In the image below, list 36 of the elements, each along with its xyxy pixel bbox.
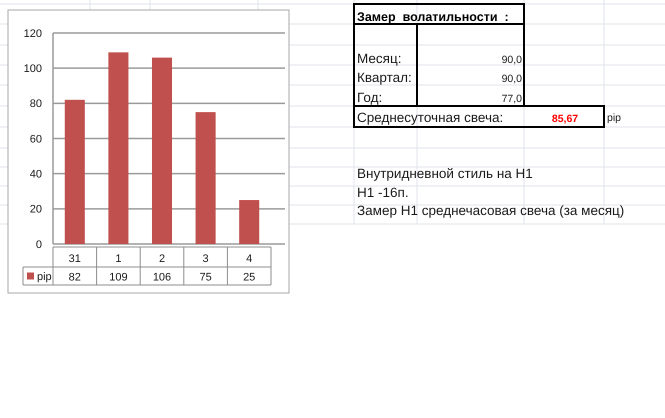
y-tick-label: 40	[30, 168, 42, 181]
text: Среднесуточная свеча:	[357, 110, 504, 125]
y-tick-label: 60	[30, 133, 42, 146]
y-tick-label: 20	[30, 204, 42, 216]
text: Замер H1 среднечасовая свеча (за месяц)	[357, 203, 624, 218]
bar	[152, 58, 172, 244]
data-label: 75	[199, 272, 212, 284]
text: Год:	[357, 90, 382, 105]
y-tick-label: 120	[24, 28, 42, 40]
y-tick-label: 80	[30, 98, 42, 110]
text: 90,0	[502, 54, 522, 66]
x-tick-label: 2	[158, 253, 166, 265]
data-label: 106	[152, 272, 172, 284]
bar	[196, 112, 216, 244]
text: Месяц:	[357, 51, 402, 66]
bar	[239, 200, 260, 244]
text: Замер волатильности :	[357, 10, 509, 24]
x-tick-label: 31	[68, 253, 81, 265]
data-label: 82	[68, 272, 81, 284]
data-label: 25	[243, 272, 256, 284]
x-tick-label: 1	[115, 253, 122, 265]
x-tick-label: 4	[246, 253, 252, 265]
x-tick-label: 3	[202, 253, 209, 265]
data-label: 109	[109, 272, 128, 284]
text: Внутридневной стиль на H1	[357, 166, 533, 181]
text: 77,0	[502, 93, 522, 105]
y-tick-label: 0	[36, 238, 42, 251]
text: 85,67	[552, 113, 578, 125]
text: pip	[607, 112, 622, 124]
bar	[64, 100, 85, 244]
legend-label: pip	[37, 270, 52, 283]
text: Квартал:	[357, 70, 412, 85]
bar	[108, 52, 128, 244]
y-tick-label: 100	[24, 63, 42, 76]
text: 90,0	[502, 73, 522, 85]
text: H1 -16п.	[357, 185, 409, 200]
